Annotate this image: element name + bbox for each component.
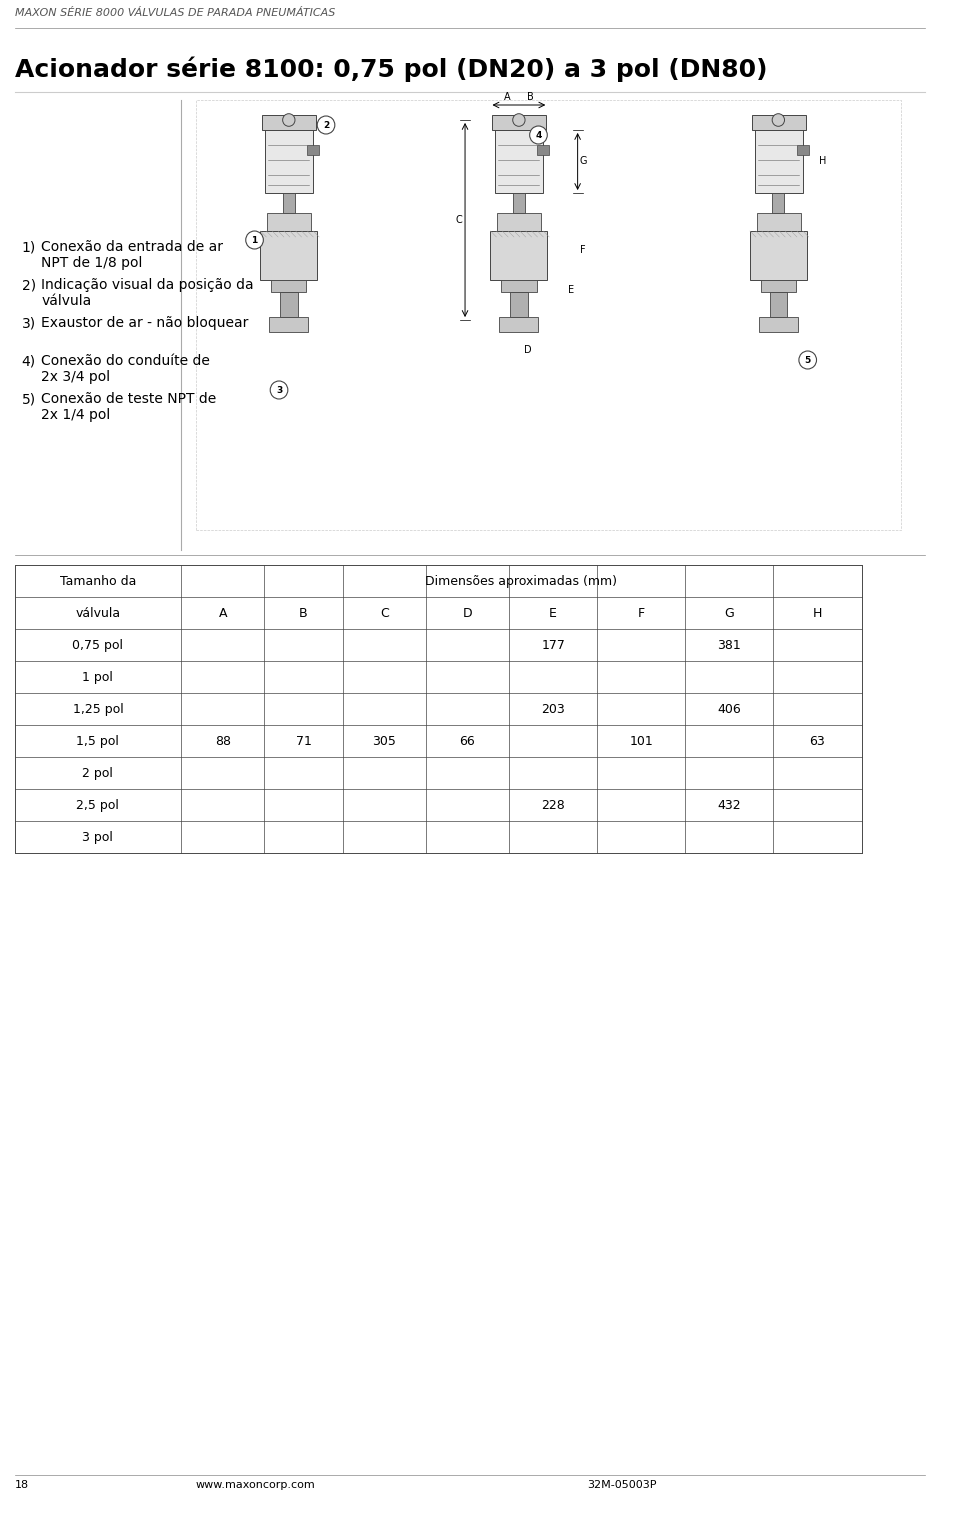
Text: 0,75 pol: 0,75 pol: [72, 639, 124, 651]
Text: C: C: [380, 607, 389, 619]
Text: B: B: [527, 93, 534, 102]
Text: 101: 101: [630, 734, 653, 748]
Text: 406: 406: [717, 702, 741, 716]
Text: H: H: [820, 156, 827, 165]
Text: 2: 2: [323, 120, 329, 129]
Bar: [491, 231, 547, 281]
Text: Conexão do conduíte de
2x 3/4 pol: Conexão do conduíte de 2x 3/4 pol: [41, 353, 210, 384]
Text: MAXON SÉRIE 8000 VÁLVULAS DE PARADA PNEUMÁTICAS: MAXON SÉRIE 8000 VÁLVULAS DE PARADA PNEU…: [14, 8, 335, 18]
Text: Indicação visual da posição da
válvula: Indicação visual da posição da válvula: [41, 278, 253, 308]
Bar: [283, 193, 295, 212]
Text: 2): 2): [21, 278, 36, 291]
Text: 228: 228: [541, 798, 565, 812]
Text: www.maxoncorp.com: www.maxoncorp.com: [196, 1481, 316, 1490]
Text: 1: 1: [252, 235, 257, 244]
Text: 18: 18: [14, 1481, 29, 1490]
Bar: [280, 291, 298, 317]
Circle shape: [530, 126, 547, 144]
Text: 3: 3: [276, 385, 282, 394]
Text: 381: 381: [717, 639, 741, 651]
Bar: [265, 130, 313, 193]
Circle shape: [772, 114, 784, 126]
Text: 32M-05003P: 32M-05003P: [588, 1481, 657, 1490]
Bar: [269, 317, 308, 332]
Text: D: D: [463, 607, 472, 619]
Bar: [501, 281, 537, 291]
Bar: [755, 130, 803, 193]
Bar: [271, 281, 306, 291]
Text: 177: 177: [541, 639, 565, 651]
Text: 2 pol: 2 pol: [83, 766, 113, 780]
Bar: [750, 231, 806, 281]
Text: F: F: [637, 607, 645, 619]
Text: 4): 4): [21, 353, 36, 369]
Text: Conexão de teste NPT de
2x 1/4 pol: Conexão de teste NPT de 2x 1/4 pol: [41, 391, 216, 422]
Bar: [538, 146, 549, 155]
Bar: [513, 193, 525, 212]
Text: Tamanho da: Tamanho da: [60, 575, 136, 587]
Text: 5: 5: [804, 355, 811, 364]
Bar: [770, 291, 787, 317]
Text: Exaustor de ar - não bloquear: Exaustor de ar - não bloquear: [41, 316, 249, 331]
Text: 71: 71: [296, 734, 311, 748]
Text: 3 pol: 3 pol: [83, 830, 113, 843]
Text: C: C: [455, 215, 462, 225]
Text: 305: 305: [372, 734, 396, 748]
Text: E: E: [568, 285, 574, 294]
Circle shape: [799, 350, 817, 369]
Circle shape: [317, 115, 335, 133]
Bar: [752, 115, 805, 130]
Text: D: D: [524, 344, 532, 355]
Bar: [262, 115, 316, 130]
Text: 66: 66: [460, 734, 475, 748]
Text: E: E: [549, 607, 557, 619]
Bar: [260, 231, 317, 281]
Circle shape: [513, 114, 525, 126]
Text: 5): 5): [21, 391, 36, 407]
Bar: [14, 564, 861, 853]
Text: 4: 4: [536, 130, 541, 140]
Bar: [760, 281, 796, 291]
Text: 1 pol: 1 pol: [83, 671, 113, 684]
Bar: [196, 100, 900, 529]
Bar: [758, 317, 798, 332]
Text: Conexão da entrada de ar
NPT de 1/8 pol: Conexão da entrada de ar NPT de 1/8 pol: [41, 240, 223, 270]
Text: A: A: [504, 93, 511, 102]
Text: 1): 1): [21, 240, 36, 253]
Text: 63: 63: [809, 734, 826, 748]
Text: Dimensões aproximadas (mm): Dimensões aproximadas (mm): [425, 575, 617, 587]
Text: B: B: [300, 607, 308, 619]
Bar: [495, 130, 543, 193]
Bar: [497, 212, 541, 231]
Bar: [499, 317, 539, 332]
Text: 203: 203: [541, 702, 565, 716]
Bar: [267, 212, 311, 231]
Text: 2,5 pol: 2,5 pol: [77, 798, 119, 812]
Text: 432: 432: [717, 798, 741, 812]
Text: G: G: [725, 607, 734, 619]
Text: 1,5 pol: 1,5 pol: [77, 734, 119, 748]
Text: Acionador série 8100: 0,75 pol (DN20) a 3 pol (DN80): Acionador série 8100: 0,75 pol (DN20) a …: [14, 56, 767, 82]
Bar: [756, 212, 801, 231]
Bar: [773, 193, 784, 212]
Bar: [510, 291, 528, 317]
Text: F: F: [580, 246, 586, 255]
Text: válvula: válvula: [75, 607, 120, 619]
Text: A: A: [219, 607, 227, 619]
Bar: [797, 146, 808, 155]
Text: 88: 88: [215, 734, 230, 748]
Bar: [492, 115, 546, 130]
Circle shape: [246, 231, 263, 249]
Circle shape: [282, 114, 295, 126]
Text: 1,25 pol: 1,25 pol: [73, 702, 123, 716]
Text: 3): 3): [21, 316, 36, 331]
Circle shape: [270, 381, 288, 399]
Text: H: H: [813, 607, 822, 619]
Bar: [307, 146, 319, 155]
Text: G: G: [580, 156, 588, 165]
